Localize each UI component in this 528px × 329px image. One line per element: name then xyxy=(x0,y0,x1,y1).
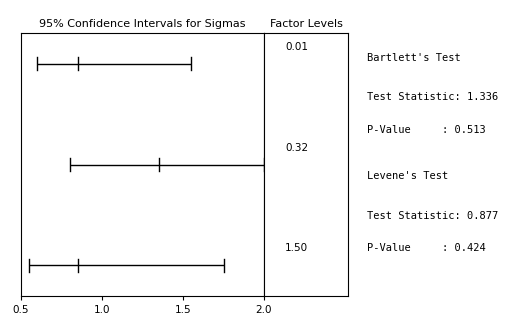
Text: Bartlett's Test: Bartlett's Test xyxy=(367,53,461,63)
Text: P-Value     : 0.513: P-Value : 0.513 xyxy=(367,125,486,135)
Text: 0.32: 0.32 xyxy=(285,142,308,153)
Title: Factor Levels: Factor Levels xyxy=(270,19,343,29)
Text: 0.01: 0.01 xyxy=(285,42,308,52)
Text: Test Statistic: 1.336: Test Statistic: 1.336 xyxy=(367,92,498,102)
Text: 1.50: 1.50 xyxy=(285,243,308,253)
Text: P-Value     : 0.424: P-Value : 0.424 xyxy=(367,243,486,253)
Title: 95% Confidence Intervals for Sigmas: 95% Confidence Intervals for Sigmas xyxy=(39,19,246,29)
Text: Levene's Test: Levene's Test xyxy=(367,171,448,181)
Text: Test Statistic: 0.877: Test Statistic: 0.877 xyxy=(367,211,498,220)
